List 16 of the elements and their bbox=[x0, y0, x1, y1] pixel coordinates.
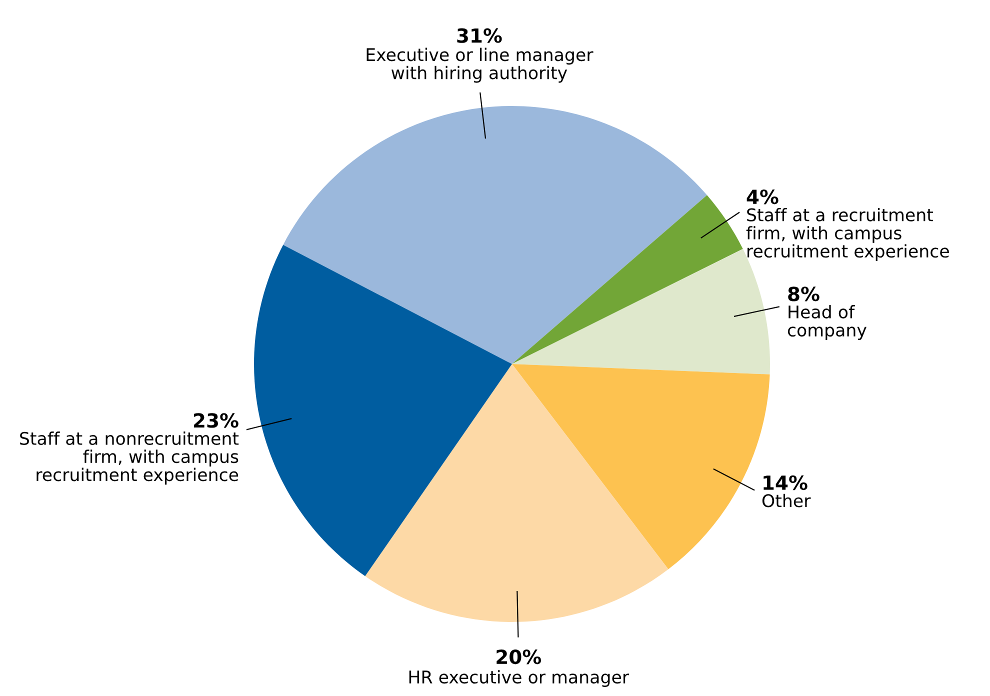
data-label: 4% bbox=[746, 189, 778, 204]
slice-label: Staff at a recruitment firm, with campus recruitment experience bbox=[746, 208, 949, 262]
data-label: 31% bbox=[457, 28, 502, 43]
slice-label: Executive or line manager with hiring authority bbox=[366, 48, 594, 83]
data-label: 20% bbox=[496, 649, 542, 664]
pie-slice bbox=[365, 364, 668, 622]
data-label: 14% bbox=[764, 475, 808, 490]
slice-label: Other bbox=[762, 494, 811, 508]
pie-slice bbox=[254, 244, 512, 576]
slice-label: Staff at a nonrecruitment firm, with campus recruitment experience bbox=[20, 432, 239, 485]
pie-slice bbox=[283, 106, 708, 364]
slice-label: HR executive or manager bbox=[409, 670, 630, 687]
pie-slice bbox=[512, 195, 743, 364]
data-label: 8% bbox=[788, 286, 820, 302]
data-label: 23% bbox=[194, 413, 238, 428]
slice-label: Head of company bbox=[788, 305, 866, 340]
